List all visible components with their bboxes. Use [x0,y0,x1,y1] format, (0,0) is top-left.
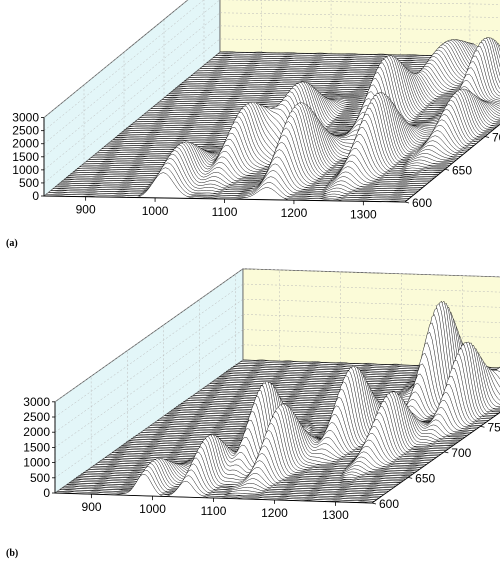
grid-line [43,0,189,118]
z-tick-label: 2500 [12,124,39,138]
y-tick-mark [404,201,410,204]
trace-line [68,115,430,183]
trace-line [59,141,421,190]
z-tick-label: 1500 [12,150,39,164]
z-tick-label: 1500 [23,440,50,454]
x-tick-label: 1200 [281,206,308,220]
trace-line [50,158,412,197]
grid-line [219,25,500,31]
z-tick-label: 2500 [23,410,50,424]
y-tick-mark [371,502,377,505]
grid-line [43,25,221,171]
x-tick-label: 900 [76,203,96,217]
y-tick-mark [480,425,485,428]
panel-label-b: (b) [6,548,18,559]
z-tick-label: 500 [30,471,50,485]
trace-line [61,134,423,188]
grid-line [242,268,500,278]
y-tick-label: 650 [452,163,472,177]
z-tick-label: 2000 [12,137,39,151]
x-tick-label: 1100 [212,205,238,219]
trace-line [57,147,419,192]
z-tick-label: 2000 [23,425,50,439]
trace-line [52,153,414,195]
x-tick-label: 1300 [350,207,377,221]
y-axis [371,411,500,504]
trace-line [145,365,463,440]
trace-line [48,162,410,199]
z-tick-label: 3000 [12,111,39,125]
z-tick-label: 1000 [12,163,39,177]
z-tick-label: 0 [43,486,50,500]
grid-line [43,12,221,157]
grid-line [242,344,500,354]
x-tick-label: 1000 [139,502,166,516]
x-tick-label: 1200 [261,506,288,520]
waterfall-chart-b: 900 1000 1100 1200 1300050010001500200025003… [23,268,500,522]
z-tick-label: 500 [19,176,39,190]
panel-label-a: (a) [6,238,18,249]
y-tick-label: 750 [487,420,500,434]
trace-line [46,167,408,201]
trace-line [55,150,417,194]
trace-line [217,42,500,59]
grid-line [43,0,205,131]
y-tick-mark [444,451,449,454]
y-tick-label: 600 [412,196,432,210]
z-tick-label: 0 [32,189,39,203]
z-tick-label: 1000 [23,456,50,470]
grid-line [242,283,500,293]
waterfall-chart-a: 900 1000 1100 1200 1300050010001500200025003… [12,0,500,221]
y-tick-mark [484,136,490,138]
trace-line [63,127,426,186]
grid-line [219,12,500,18]
trace-line [70,110,432,181]
y-tick-mark [444,168,450,171]
trace-line [66,121,428,185]
y-tick-label: 700 [492,131,500,145]
trace-line [109,385,427,465]
x-tick-label: 1000 [142,204,169,218]
trace-line [77,102,439,175]
grid-line [242,329,500,338]
trace-line [107,390,425,467]
y-tick-label: 650 [415,471,435,485]
trace-line [72,106,435,179]
grid-line [43,38,221,184]
z-tick-label: 3000 [23,395,50,409]
grid-line [242,298,500,308]
trace-line [74,103,437,177]
x-tick-label: 900 [82,500,102,514]
x-tick-label: 1300 [322,508,349,522]
y-tick-label: 700 [451,446,471,460]
grid-line [242,314,500,323]
x-tick-label: 1100 [201,504,227,518]
y-axis [404,123,500,203]
y-tick-label: 600 [379,497,399,511]
y-tick-mark [408,477,413,479]
grid-line [43,0,221,144]
